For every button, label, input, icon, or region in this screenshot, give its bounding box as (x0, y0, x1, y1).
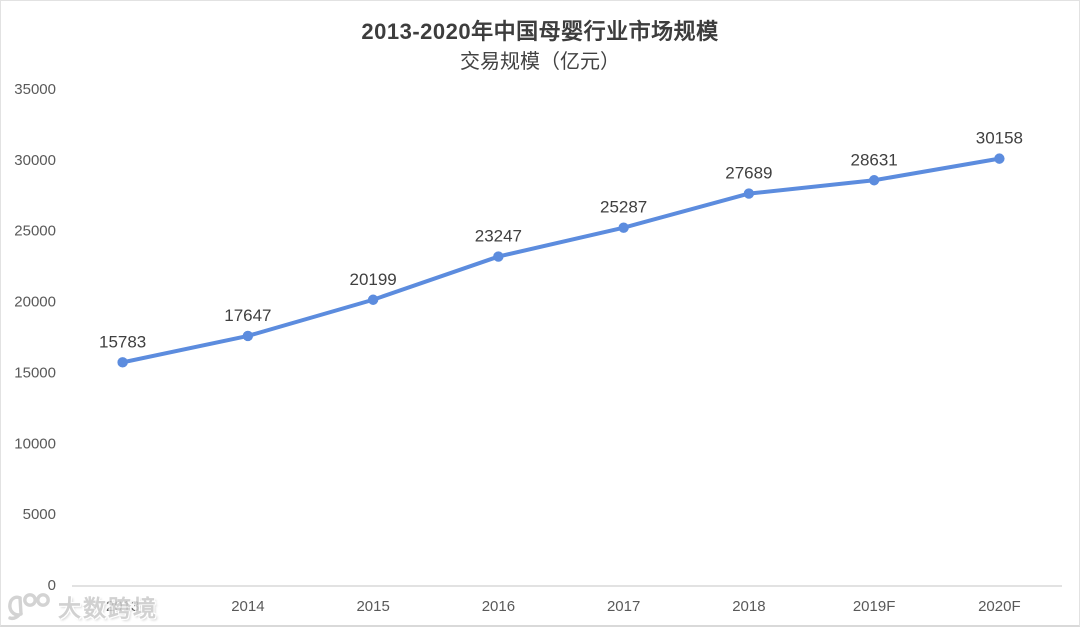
y-tick-label: 20000 (14, 294, 56, 311)
x-tick-label: 2013 (106, 598, 139, 615)
y-tick-label: 30000 (14, 152, 56, 169)
x-tick-label: 2016 (482, 598, 515, 615)
chart-subtitle: 交易规模（亿元） (460, 51, 620, 73)
x-tick-label: 2020F (978, 598, 1021, 615)
data-point (743, 188, 755, 199)
y-tick-label: 35000 (14, 81, 56, 98)
trend-line (120, 156, 1002, 365)
data-label: 27689 (725, 164, 772, 183)
x-tick-label: 2014 (231, 598, 264, 615)
data-point (618, 222, 629, 233)
data-label: 25287 (600, 198, 647, 217)
y-tick-label: 25000 (14, 223, 56, 240)
chart-title: 2013-2020年中国母婴行业市场规模 (361, 19, 719, 44)
data-point (868, 175, 880, 186)
watermark: 大数跨境 (6, 588, 158, 624)
watermark-text: 大数跨境 (58, 595, 158, 621)
data-point (242, 330, 254, 342)
x-tick-label: 2015 (356, 598, 389, 615)
y-tick-label: 5000 (23, 506, 56, 523)
y-tick-label: 0 (48, 577, 56, 594)
data-label: 17647 (224, 306, 271, 325)
data-label: 20199 (349, 270, 396, 289)
y-tick-label: 10000 (14, 435, 56, 452)
x-tick-label: 2017 (607, 598, 640, 615)
x-tick-label: 2018 (732, 598, 765, 615)
data-point (367, 294, 379, 305)
data-label: 23247 (475, 227, 522, 246)
data-point (493, 251, 504, 262)
data-label: 30158 (976, 129, 1023, 148)
data-label: 15783 (99, 332, 146, 351)
data-label: 28631 (850, 150, 897, 169)
brand-100-logo-icon (8, 593, 50, 621)
data-point (994, 153, 1005, 164)
x-tick-label: 2019F (853, 598, 896, 615)
y-tick-label: 15000 (14, 364, 56, 381)
data-point (117, 357, 128, 368)
